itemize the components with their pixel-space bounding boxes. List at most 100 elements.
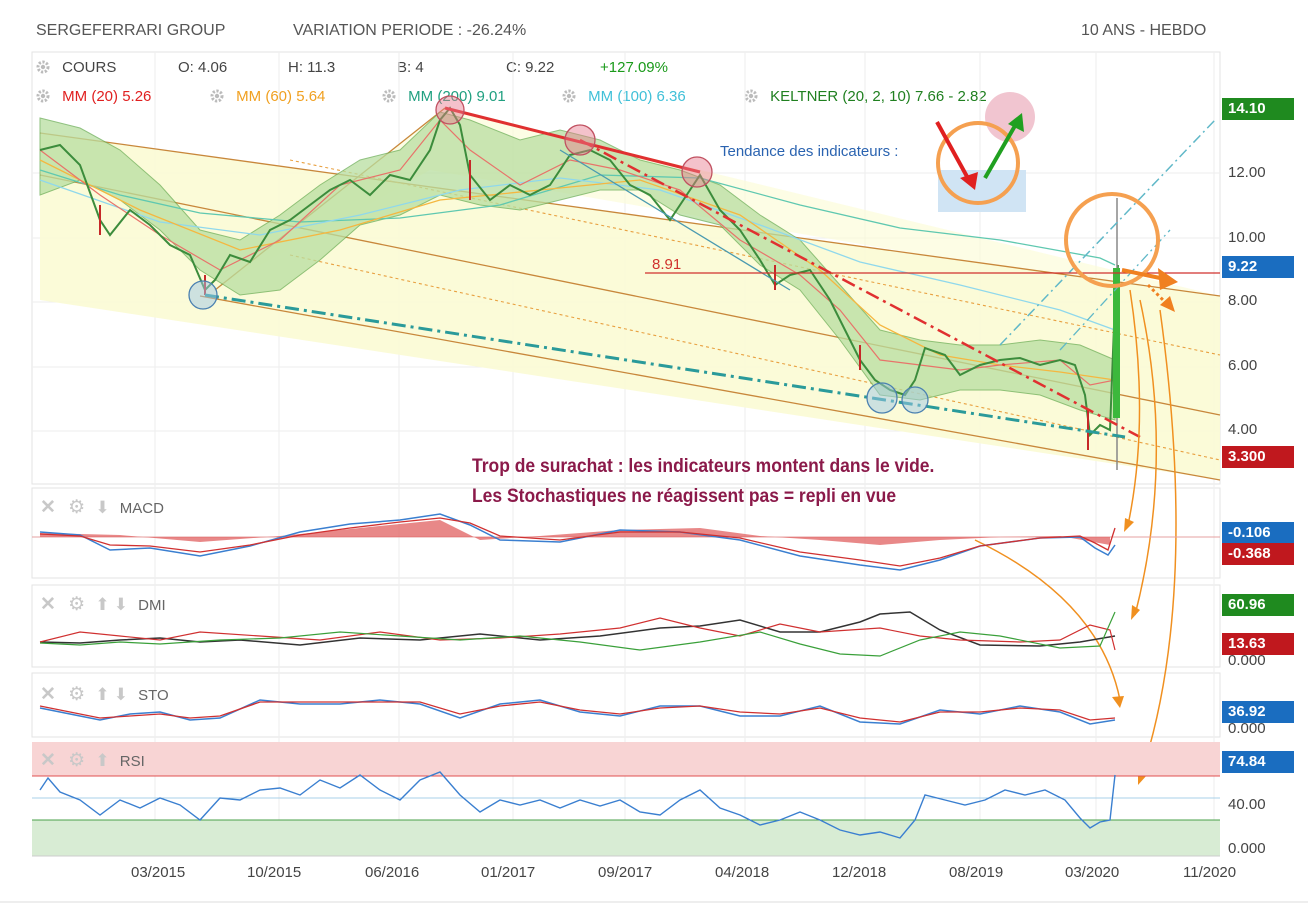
indicator-name: MM (100) [588,88,653,105]
gear-icon[interactable]: ⚙ [68,750,86,771]
cours-label: COURS [62,59,117,76]
gear-icon[interactable] [210,89,224,103]
open-value: O: 4.06 [178,59,228,76]
dmi-tag: 60.96 [1222,594,1294,616]
price-axis-label: 12.00 [1228,164,1266,181]
indicator-name: KELTNER (20, 2, 10) [770,88,911,105]
annotation-line2: Les Stochastiques ne réagissent pas = re… [472,486,897,507]
macd-panel-frame [31,487,1221,579]
close-icon[interactable]: ✕ [40,684,56,705]
upper-dashline-1 [999,119,1216,346]
x-axis-label: 11/2020 [1183,864,1237,881]
keltner-band [39,111,1116,421]
gear-icon[interactable] [744,89,758,103]
dmi-axis-label: 0.000 [1228,652,1266,669]
gear-icon[interactable] [382,89,396,103]
rsi-title: RSI [119,753,145,770]
tendance-box [938,170,1026,212]
price-axis-label: 6.00 [1228,357,1258,374]
right-arrow-icon [1158,268,1178,290]
gear-icon[interactable]: ⚙ [68,497,86,518]
rsi-line [39,771,1116,839]
macd-header: ✕ ⚙ ⬇ MACD [40,496,164,519]
macd-tag: -0.106 [1222,522,1294,544]
rsi-axis-label: 40.00 [1228,796,1266,813]
indicator-mm60[interactable]: MM (60) 5.64 [210,88,325,105]
dmi-minus [39,611,1116,657]
last-price-tag: 9.22 [1222,256,1294,278]
rsi-tag: 74.84 [1222,751,1294,773]
arrow-down-icon[interactable]: ⬇ [95,498,110,517]
price-panel-frame [31,51,1221,485]
support-line [204,293,1126,439]
sto-title: STO [138,687,169,704]
close-icon[interactable]: ✕ [40,497,56,518]
rsi-overbought-band [32,742,1220,776]
indicator-mm100[interactable]: MM (100) 6.36 [562,88,686,105]
rsi-oversold-band [32,820,1220,856]
annotation-line1: Trop de surachat : les indicateurs monte… [472,456,935,477]
cours-row: COURS [36,59,116,76]
price-axis-label: 4.00 [1228,421,1258,438]
grey-line [559,149,791,291]
indicator-name: MM (20) [62,88,119,105]
gear-icon[interactable]: ⚙ [68,684,86,705]
indicator-value: 9.01 [476,88,506,105]
up-arrow-icon [1008,113,1024,132]
change-value: +127.09% [600,59,668,76]
close-icon[interactable]: ✕ [40,750,56,771]
arrow-up-icon[interactable]: ⬆ [95,685,110,704]
gear-icon[interactable] [36,60,50,74]
indicator-value: 7.66 - 2.82 [914,88,987,105]
gear-icon[interactable]: ⚙ [68,594,86,615]
macd-histogram [40,520,1110,545]
close-icon[interactable]: ✕ [40,594,56,615]
price-axis-label: 10.00 [1228,229,1266,246]
dmi-minus-tag: 13.63 [1222,633,1294,655]
sto-header: ✕ ⚙ ⬆ ⬇ STO [40,683,169,706]
indicator-mm200[interactable]: MM (200) 9.01 [382,88,506,105]
indicator-value: 5.26 [122,88,152,105]
mm100-line [39,177,1116,331]
period-variation: VARIATION PERIODE : -26.24% [293,22,527,39]
rsi-header: ✕ ⚙ ⬆ RSI [40,749,145,772]
timeframe[interactable]: 10 ANS - HEBDO [1081,22,1207,39]
red-trendline-dashed [579,138,1141,439]
highlight-circles [188,95,1160,414]
macd-line [39,513,1116,571]
indicator-mm20[interactable]: MM (20) 5.26 [36,88,151,105]
gear-icon[interactable] [562,89,576,103]
x-axis-label: 04/2018 [715,864,770,881]
x-axis-label: 10/2015 [247,864,302,881]
gear-icon[interactable] [36,89,50,103]
sto-tag: 36.92 [1222,701,1294,723]
dmi-panel-frame [31,584,1221,668]
x-axis-label: 12/2018 [832,864,887,881]
indicator-value: 6.36 [656,88,686,105]
dmi-header: ✕ ⚙ ⬆ ⬇ DMI [40,593,166,616]
sto-panel-frame [31,672,1221,738]
rsi-axis-label: 0.000 [1228,840,1266,857]
x-axis-label: 06/2016 [365,864,420,881]
x-axis-label: 08/2019 [949,864,1004,881]
dmi-plus [39,617,1116,651]
arrow-up-icon[interactable]: ⬆ [95,751,110,770]
level-label: 8.91 [652,256,682,273]
red-trendline-solid [444,106,701,174]
x-axis-label: 01/2017 [481,864,536,881]
last-candle-body [1113,268,1120,418]
x-axis-label: 03/2020 [1065,864,1120,881]
low-price-tag: 3.300 [1222,446,1294,468]
high-value: H: 11.3 [288,59,336,76]
price-line [39,106,1119,438]
indicator-keltner[interactable]: KELTNER (20, 2, 10) 7.66 - 2.82 [744,88,987,105]
price-axis-label: 8.00 [1228,292,1258,309]
arrow-up-icon[interactable]: ⬆ [95,595,110,614]
macd-signal [39,517,1116,567]
indicator-name: MM (60) [236,88,293,105]
dmi-title: DMI [138,597,166,614]
arrow-down-icon[interactable]: ⬇ [113,595,128,614]
x-axis-label: 09/2017 [598,864,653,881]
arrow-down-icon[interactable]: ⬇ [113,685,128,704]
